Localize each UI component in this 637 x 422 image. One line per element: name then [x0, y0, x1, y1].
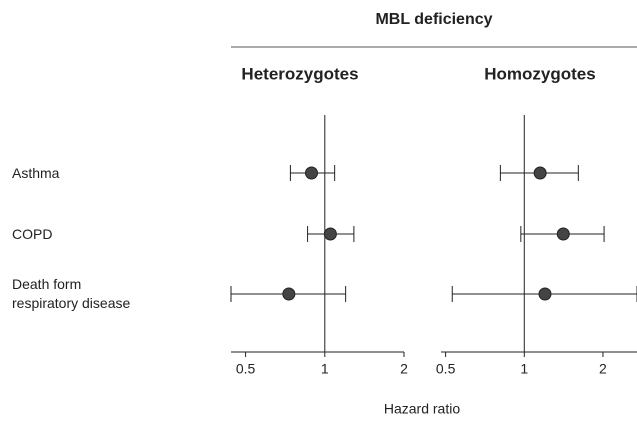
panel-title: Heterozygotes [241, 64, 358, 83]
category-label: COPD [12, 225, 53, 242]
chart-title: MBL deficiency [375, 11, 492, 28]
x-tick-label: 1 [520, 361, 528, 377]
category-label: Death form respiratory disease [12, 276, 131, 311]
point-estimate [304, 166, 318, 180]
point-estimate [323, 227, 337, 241]
x-tick-label: 1 [321, 361, 329, 377]
point-estimate [556, 227, 570, 241]
point-estimate [538, 287, 552, 301]
x-tick-label: 2 [599, 361, 607, 377]
x-tick-label: 2 [400, 361, 408, 377]
x-tick-label: 0.5 [236, 361, 256, 377]
x-axis-label: Hazard ratio [384, 401, 460, 417]
panel-title: Homozygotes [484, 64, 595, 83]
point-estimate [533, 166, 547, 180]
category-label: Asthma [12, 164, 60, 181]
x-tick-label: 0.5 [436, 361, 456, 377]
point-estimate [282, 287, 296, 301]
